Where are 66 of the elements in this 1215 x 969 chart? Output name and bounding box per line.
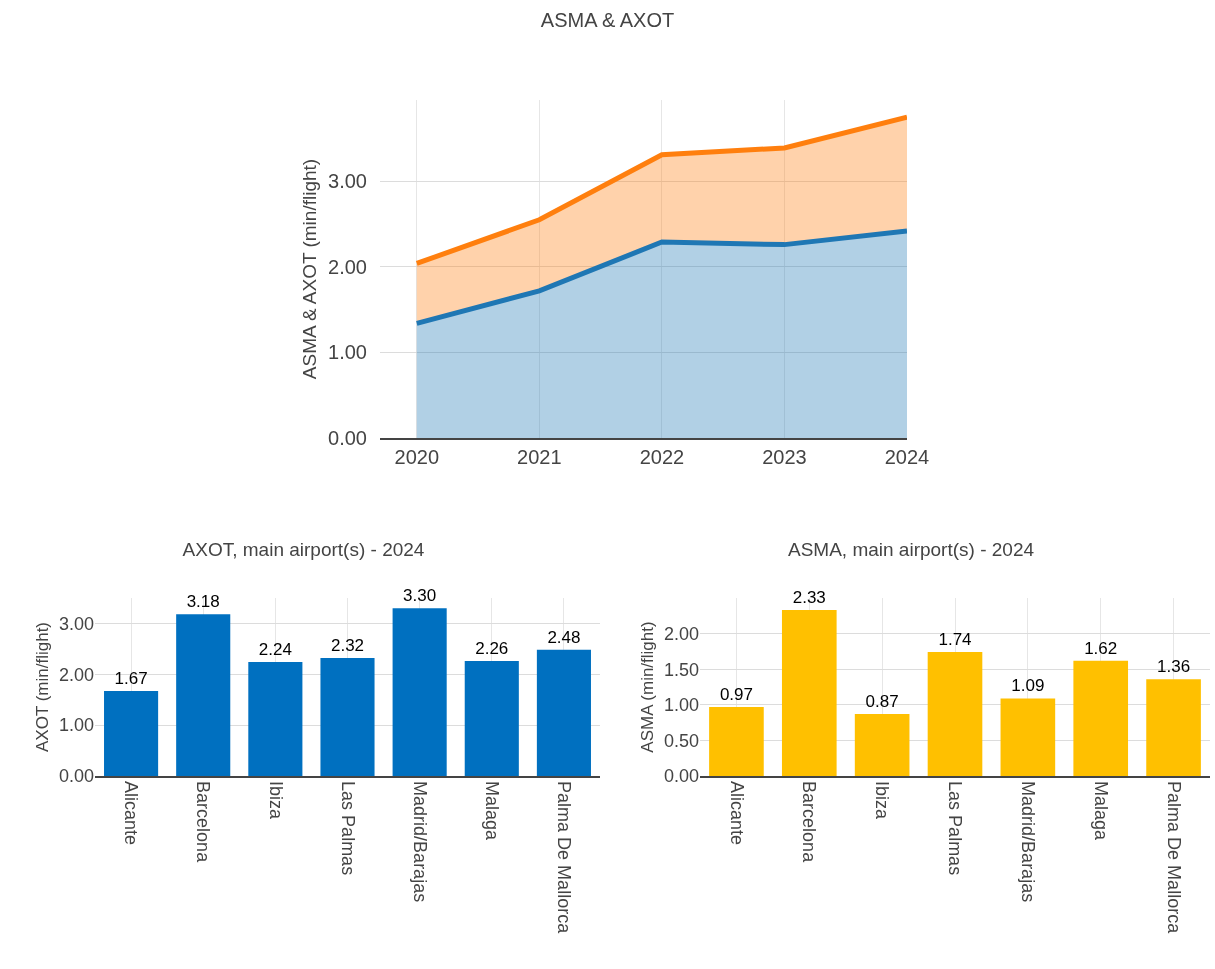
data-label: 2.26 [475,639,509,659]
x-tick-label: 2023 [762,445,807,468]
x-tick-label: Las Palmas [337,781,358,876]
x-tick-label: 2024 [884,445,930,468]
y-tick-label: 1.00 [328,341,367,364]
x-tick-label: Barcelona [799,781,820,864]
data-label: 1.67 [114,669,148,689]
y-tick-label: 1.50 [663,659,699,680]
x-tick-label: Ibiza [872,781,893,821]
x-tick-label: Malaga [481,781,502,842]
bar [536,649,591,776]
bar [1073,660,1129,776]
x-tick-label: Palma De Mallorca [1163,781,1184,935]
bar [176,614,231,776]
x-tick-label: Malaga [1090,781,1111,842]
x-tick-label: Palma De Mallorca [554,781,575,935]
bar [464,661,519,776]
y-tick-label: 2.00 [58,664,94,685]
y-tick-label: 0.00 [328,427,367,449]
data-label: 3.30 [403,586,437,606]
bar [1000,698,1056,776]
chart-title: ASMA, main airport(s) - 2024 [787,538,1035,560]
data-label: 0.97 [719,684,753,704]
y-axis-title: ASMA & AXOT (min/flight) [298,158,320,380]
y-axis-title: AXOT (min/flight) [32,621,52,753]
x-tick-label: 2020 [394,445,440,468]
y-tick-label: 0.50 [663,730,699,751]
bar [1146,679,1201,776]
bar [320,658,375,776]
bar [248,662,303,776]
y-tick-label: 3.00 [328,170,367,193]
x-tick-label: Madrid/Barajas [409,781,430,903]
y-tick-label: 2.00 [663,623,699,644]
x-tick-label: Alicante [121,781,142,846]
chart-title: AXOT, main airport(s) - 2024 [182,538,425,560]
x-tick-label: 2022 [639,445,685,468]
y-axis-title: ASMA (min/flight) [637,621,657,753]
bar [781,610,837,776]
data-label: 1.09 [1011,676,1045,696]
data-label: 3.18 [186,592,220,612]
data-label: 1.74 [938,630,972,650]
y-tick-label: 1.00 [663,695,699,716]
y-tick-label: 3.00 [58,613,94,634]
data-label: 2.48 [547,627,581,647]
chart-title: ASMA & AXOT [540,8,675,31]
bar [392,608,447,776]
data-label: 2.32 [330,636,365,656]
x-tick-label: Madrid/Barajas [1018,781,1039,903]
bar [927,652,983,776]
bar [854,714,910,776]
data-label: 1.62 [1084,638,1118,658]
y-tick-label: 0.00 [663,766,699,787]
data-label: 2.24 [258,640,292,660]
x-tick-label: Alicante [726,781,747,846]
bar [104,691,159,776]
bar [709,706,764,776]
x-tick-label: Las Palmas [945,781,966,876]
data-label: 2.33 [792,588,826,608]
y-tick-label: 1.00 [58,715,94,736]
y-tick-label: 0.00 [58,766,94,787]
data-label: 1.36 [1157,657,1191,677]
x-tick-label: 2021 [517,445,562,468]
data-label: 0.87 [865,692,899,712]
x-tick-label: Ibiza [265,781,286,821]
x-tick-label: Barcelona [193,781,214,864]
y-tick-label: 2.00 [328,255,367,278]
